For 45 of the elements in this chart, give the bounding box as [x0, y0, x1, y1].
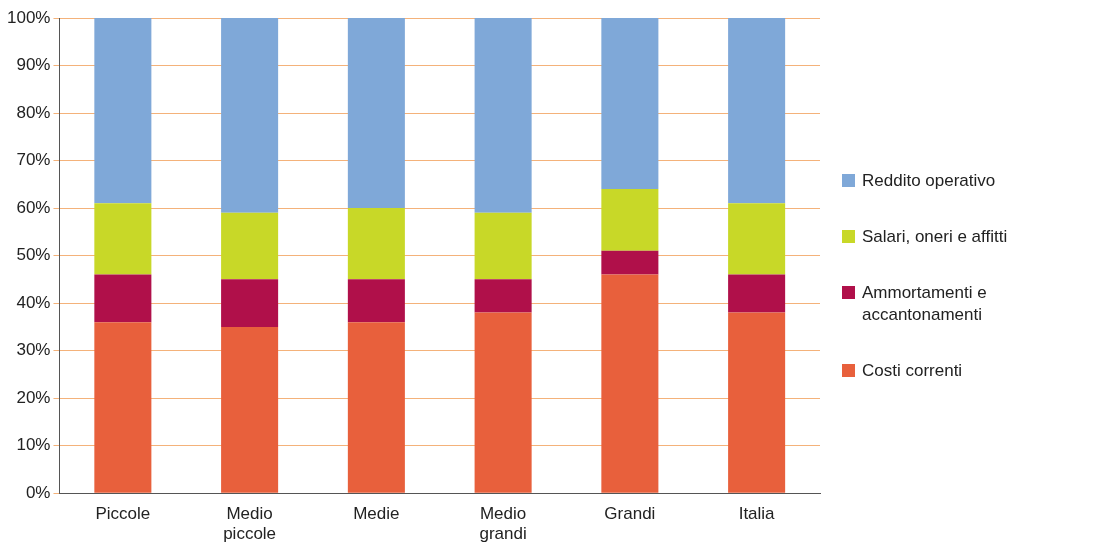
bar: [221, 279, 279, 327]
bar: [601, 250, 659, 275]
bar: [601, 18, 659, 190]
bar: [221, 212, 279, 280]
x-tick-label: Medio grandi: [479, 504, 527, 544]
y-tick-label: 20%: [16, 387, 51, 407]
x-tick-label: Medio piccole: [223, 504, 277, 544]
bar: [94, 274, 152, 323]
bar: [347, 18, 405, 209]
y-tick-label: 50%: [16, 245, 51, 265]
y-tick-label: 100%: [7, 7, 51, 27]
bar: [347, 279, 405, 323]
y-tick-label: 30%: [16, 340, 51, 360]
y-tick-label: 10%: [16, 435, 51, 455]
y-tick-label: 90%: [16, 55, 51, 75]
bar: [474, 212, 532, 280]
y-tick-label: 0%: [25, 482, 51, 502]
bar: [347, 322, 405, 493]
bar: [221, 326, 279, 493]
bar: [347, 208, 405, 280]
bar: [601, 189, 659, 251]
legend-label: Reddito operativo: [862, 170, 996, 192]
bar: [728, 203, 786, 275]
bar: [601, 274, 659, 493]
x-tick-label: Medie: [353, 504, 400, 524]
bar: [474, 312, 532, 493]
bar: [728, 18, 786, 204]
bar: [728, 312, 786, 493]
y-tick-label: 60%: [16, 197, 51, 217]
bar: [474, 18, 532, 213]
legend-label: Salari, oneri e affitti: [862, 226, 1008, 248]
bar: [94, 18, 152, 204]
x-tick-label: Italia: [738, 504, 776, 524]
y-tick-label: 70%: [16, 150, 51, 170]
bar: [94, 203, 152, 275]
legend-label: Costi correnti: [862, 360, 963, 382]
bar: [728, 274, 786, 313]
y-tick-label: 80%: [16, 102, 51, 122]
x-tick-label: Grandi: [604, 504, 656, 524]
legend-label: Ammortamenti e accantonamenti: [862, 282, 988, 326]
x-tick-label: Piccole: [95, 504, 151, 524]
bar: [221, 18, 279, 213]
y-tick-label: 40%: [16, 292, 51, 312]
bar: [474, 279, 532, 313]
bar: [94, 322, 152, 493]
